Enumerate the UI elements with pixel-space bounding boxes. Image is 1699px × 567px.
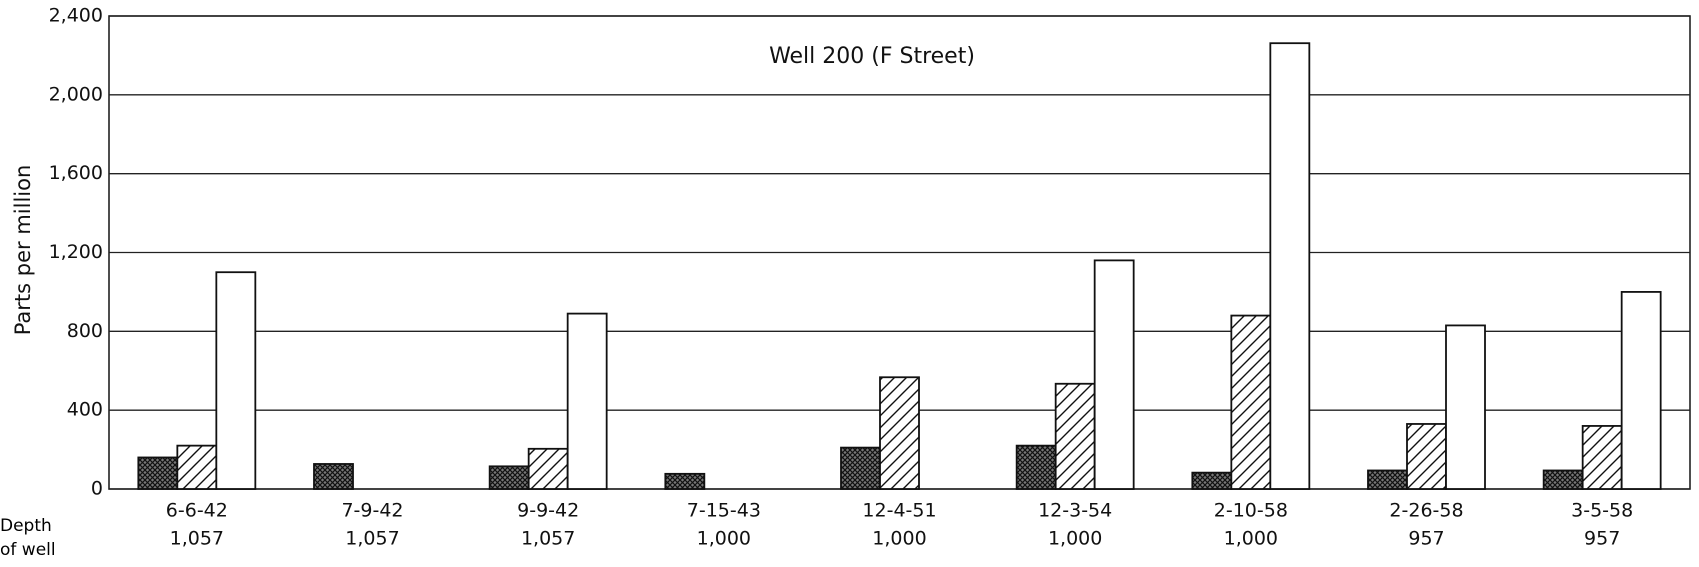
bar bbox=[1269, 42, 1311, 490]
bar bbox=[1445, 324, 1486, 490]
x-axis-label: Depth of well (feet) bbox=[0, 516, 56, 566]
depth-label: 1,000 bbox=[1224, 528, 1278, 550]
depth-label: 1,057 bbox=[345, 528, 399, 550]
depth-label: 1,057 bbox=[521, 528, 575, 550]
bar bbox=[1054, 382, 1096, 490]
bar bbox=[313, 463, 354, 490]
bar bbox=[1542, 469, 1584, 490]
bar bbox=[1406, 423, 1447, 490]
y-tick-label: 1,200 bbox=[49, 241, 103, 263]
x-tick-label: 12-3-54 bbox=[1038, 500, 1112, 522]
depth-label: 957 bbox=[1584, 528, 1620, 550]
x-tick-label: 7-9-42 bbox=[341, 500, 403, 522]
bar bbox=[1093, 259, 1135, 490]
bar bbox=[840, 446, 881, 490]
x-tick-label: 2-26-58 bbox=[1389, 500, 1463, 522]
depth-label: 1,000 bbox=[872, 528, 926, 550]
bar bbox=[1015, 444, 1057, 490]
y-axis-label: Parts per million bbox=[11, 165, 35, 336]
x-tick-label: 6-6-42 bbox=[166, 500, 228, 522]
y-tick-label: 800 bbox=[67, 320, 103, 342]
y-tick-label: 0 bbox=[91, 478, 103, 500]
chart-title: Well 200 (F Street) bbox=[769, 44, 975, 69]
bar bbox=[215, 271, 257, 490]
bar bbox=[176, 444, 218, 490]
x-tick-label: 3-5-58 bbox=[1571, 500, 1633, 522]
y-tick-label: 1,600 bbox=[49, 162, 103, 184]
depth-label: 1,057 bbox=[170, 528, 224, 550]
depth-label: 1,000 bbox=[697, 528, 751, 550]
x-axis-label-box: Depth of well (feet) bbox=[0, 516, 56, 566]
y-tick-label: 400 bbox=[67, 399, 103, 421]
y-tick-label: 2,400 bbox=[49, 5, 103, 27]
bar bbox=[879, 376, 920, 490]
bar bbox=[1230, 314, 1272, 490]
bar bbox=[1620, 291, 1662, 490]
x-tick-label: 9-9-42 bbox=[517, 500, 579, 522]
x-tick-label: 7-15-43 bbox=[687, 500, 761, 522]
x-tick-label: 2-10-58 bbox=[1214, 500, 1288, 522]
depth-label: 957 bbox=[1408, 528, 1444, 550]
bar bbox=[488, 465, 530, 490]
y-tick-label: 2,000 bbox=[49, 83, 103, 105]
bar bbox=[1581, 425, 1623, 490]
depth-label: 1,000 bbox=[1048, 528, 1102, 550]
bar bbox=[1367, 469, 1408, 490]
bar bbox=[527, 447, 569, 490]
bar bbox=[137, 456, 179, 490]
bar bbox=[1191, 471, 1233, 490]
x-tick-label: 12-4-51 bbox=[862, 500, 936, 522]
bar bbox=[664, 472, 706, 490]
bar bbox=[566, 312, 608, 490]
